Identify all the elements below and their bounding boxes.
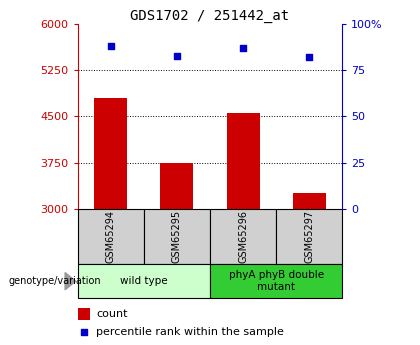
Bar (94, 98, 127, 209)
Text: percentile rank within the sample: percentile rank within the sample (96, 327, 284, 336)
Bar (144, 209, 210, 264)
Text: GSM65297: GSM65297 (304, 210, 314, 263)
Bar (78, 264, 210, 298)
Text: wild type: wild type (120, 276, 168, 286)
Text: GSM65295: GSM65295 (172, 210, 182, 263)
Point (80, 329, 87, 334)
Bar (160, 162, 194, 209)
Bar (210, 209, 276, 264)
Bar (78, 308, 89, 320)
Point (306, 55, 312, 60)
Bar (276, 209, 342, 264)
Point (240, 46, 247, 51)
Bar (226, 114, 260, 209)
Bar (210, 264, 342, 298)
Text: GSM65294: GSM65294 (106, 210, 116, 263)
Text: GSM65296: GSM65296 (238, 210, 248, 263)
Point (173, 53, 180, 58)
Text: GDS1702 / 251442_at: GDS1702 / 251442_at (131, 9, 289, 23)
Point (108, 43, 114, 49)
Bar (78, 209, 144, 264)
Text: genotype/variation: genotype/variation (8, 276, 101, 286)
Text: phyA phyB double
mutant: phyA phyB double mutant (228, 270, 324, 292)
Text: count: count (96, 309, 128, 319)
Bar (293, 193, 326, 209)
